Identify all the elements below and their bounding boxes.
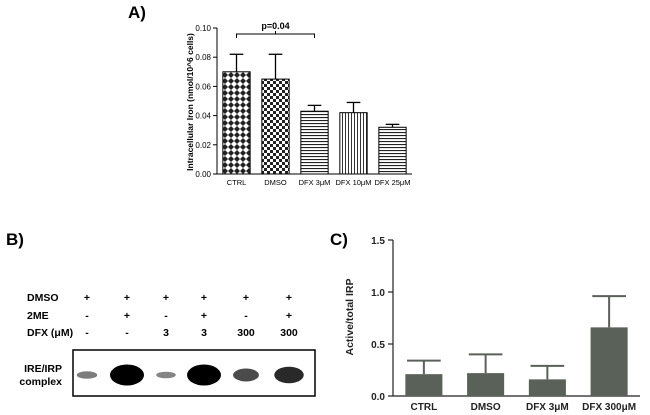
chart-a-x-tick-label: DFX 10μM [336, 178, 372, 187]
chart-c-y-tick-label: 0.0 [371, 392, 385, 403]
chart-c-y-tick-label: 1.0 [371, 288, 385, 299]
blot-band [233, 368, 259, 382]
panel-label-c: C) [330, 230, 348, 249]
blot-row-label: DMSO [27, 292, 59, 304]
chart-c-bar [590, 327, 628, 396]
chart-a-y-tick-label: 0.00 [195, 170, 211, 179]
blot-band [274, 366, 304, 384]
chart-c-y-tick-label: 0.5 [371, 340, 385, 351]
blot-cell: + [243, 292, 249, 304]
blot-cell: + [286, 292, 292, 304]
blot-cell: - [85, 310, 89, 322]
blot-cell: + [124, 310, 130, 322]
chart-a-y-tick-label: 0.02 [195, 141, 211, 150]
chart-a: Intracellular Iron (nmol/10^6 cells) 0.0… [185, 21, 412, 187]
chart-a-bar [261, 78, 290, 175]
chart-c: Active/total IRP 0.0 0.5 1.0 1.5 CTRL DMSO DFX… [344, 236, 640, 413]
blot-band [76, 371, 98, 379]
blot-cell: - [85, 327, 89, 339]
blot-cell: - [244, 310, 248, 322]
chart-c-x-tick-label: DFX 300μM [582, 402, 636, 413]
blot-cell: 3 [201, 327, 207, 339]
blot-cell: + [163, 292, 169, 304]
chart-a-bar [378, 126, 407, 175]
blot-band [156, 371, 176, 379]
chart-a-x-tick-label: DFX 25μM [375, 178, 411, 187]
chart-c-y-tick-label: 1.5 [371, 236, 385, 247]
blot-cell: 300 [237, 327, 255, 339]
blot-row-label: DFX (μM) [27, 327, 73, 339]
chart-c-bar [467, 373, 505, 396]
chart-a-x-tick-label: CTRL [227, 178, 247, 187]
chart-a-y-tick-label: 0.08 [195, 53, 211, 62]
blot-cell: 3 [163, 327, 169, 339]
blot-row-label: 2ME [27, 310, 49, 322]
blot-cell: - [125, 327, 129, 339]
chart-a-significance-bracket [236, 33, 315, 38]
blot-cell: + [124, 292, 130, 304]
blot-cell: 300 [280, 327, 298, 339]
chart-c-x-tick-label: CTRL [411, 402, 438, 413]
blot-band-label-line1: IRE/IRP [24, 363, 62, 375]
chart-a-x-tick-label: DMSO [264, 178, 287, 187]
blot-cell: + [201, 292, 207, 304]
chart-a-y-tick-label: 0.04 [195, 112, 211, 121]
chart-c-x-tick-label: DFX 3μM [526, 402, 569, 413]
blot-cell: + [286, 310, 292, 322]
chart-c-bar [405, 374, 443, 396]
blot-band [187, 364, 221, 386]
blot-band [110, 364, 144, 386]
panel-label-b: B) [6, 230, 24, 249]
chart-a-bar [300, 110, 329, 175]
chart-a-y-axis-label: Intracellular Iron (nmol/10^6 cells) [185, 33, 195, 171]
chart-a-x-tick-label: DFX 3μM [299, 178, 331, 187]
chart-c-y-axis-label: Active/total IRP [344, 278, 356, 355]
chart-a-p-value: p=0.04 [261, 21, 289, 31]
chart-a-y-tick-label: 0.10 [195, 24, 211, 33]
blot-cell: + [84, 292, 90, 304]
blot-cell: + [201, 310, 207, 322]
blot-cell: - [164, 310, 168, 322]
chart-c-x-tick-label: DMSO [471, 402, 501, 413]
chart-a-bar [339, 112, 368, 175]
panel-label-a: A) [128, 3, 146, 22]
chart-c-bar [528, 379, 566, 396]
emsa-blot-panel: IRE/IRP complex DMSO + + + + + +2ME - + - + - + DFX (… [19, 292, 316, 397]
chart-a-bar [222, 71, 251, 175]
chart-a-y-tick-label: 0.06 [195, 82, 211, 91]
blot-band-label-line2: complex [19, 376, 62, 388]
